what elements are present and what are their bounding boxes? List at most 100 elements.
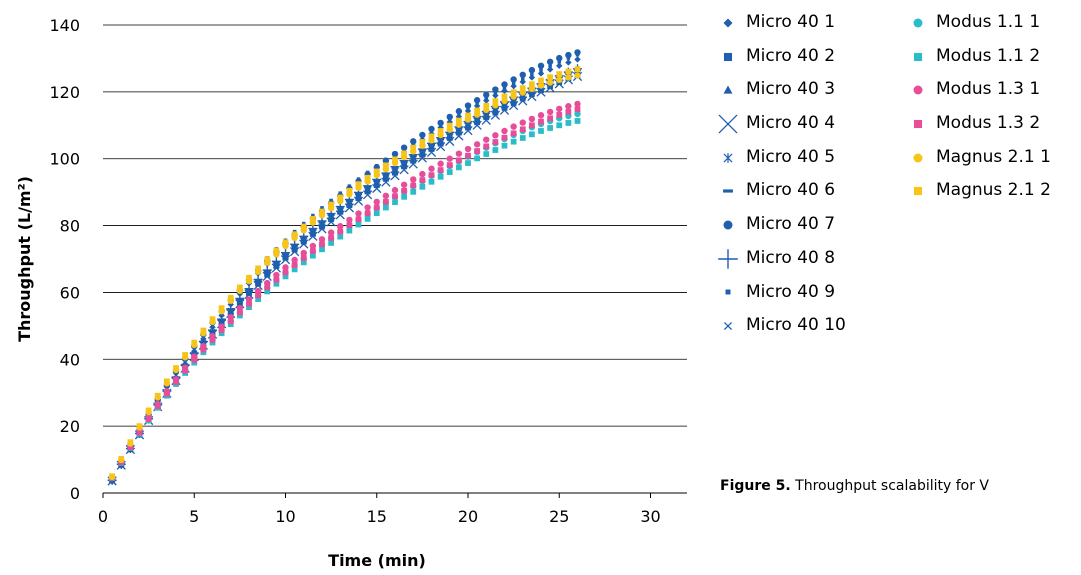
data-point [347,184,352,188]
throughput-chart: 0 20 40 60 80 100 120 140 0 5 10 15 20 25 30 Time (mi… [15,16,687,570]
data-point [373,210,380,217]
data-point [291,231,298,238]
data-point [574,56,581,63]
data-point [401,150,408,157]
data-point [455,164,462,171]
data-point [484,95,489,100]
data-point [446,162,453,168]
data-point [464,122,472,129]
data-point [319,246,325,253]
data-point [446,155,453,162]
data-point [539,68,543,72]
data-point [245,288,253,295]
data-point [356,177,361,181]
data-point [373,168,380,175]
legend-marker-icon [723,152,733,163]
legend-item-micro-40-2: Micro 40 2 [716,40,846,74]
data-point [565,59,572,66]
data-point [472,120,482,130]
data-point [218,305,225,312]
data-point [118,456,125,462]
data-point [528,122,535,129]
data-point [309,228,316,235]
data-point [437,173,444,180]
data-point [373,198,380,206]
data-point [364,186,371,193]
data-point [328,201,335,208]
data-point [382,174,389,181]
legend-marker-shape [913,52,923,61]
legend-marker-shape [913,119,923,128]
data-point [328,214,335,221]
legend-label: Micro 40 5 [746,146,836,167]
legend-marker-shape [723,220,733,230]
data-point [446,122,453,129]
legend-item-micro-40-1: Micro 40 1 [716,6,846,40]
legend-marker-icon [723,85,733,94]
data-point [547,74,554,81]
data-point [391,186,399,194]
data-point [574,72,581,79]
data-point [465,152,471,159]
data-point [547,125,554,131]
data-point [530,72,534,76]
legend-label: Micro 40 9 [746,281,836,302]
data-point [301,221,306,226]
legend-label: Modus 1.1 1 [936,12,1041,32]
legend-item-micro-40-7: Micro 40 7 [716,208,846,242]
data-point [410,182,417,189]
data-point [136,429,143,436]
data-point [528,115,536,123]
legend-item-modus-1-3-2: Modus 1.3 2 [906,107,1051,141]
data-point [410,188,417,195]
data-point [191,357,198,363]
data-point [319,208,325,215]
legend-item-modus-1-1-2: Modus 1.1 2 [906,40,1051,74]
data-point [282,264,289,271]
data-point [373,204,380,211]
data-point [127,444,134,451]
data-point [410,144,417,151]
legend-column-2: Modus 1.1 1 Modus 1.1 2 Modus 1.3 1 Modus 1… [906,6,1051,208]
legend-column-1: Micro 40 1 Micro 40 2 Micro 40 3 Micro 40 4… [716,6,846,343]
data-point [455,150,463,157]
data-point [428,178,435,185]
legend-item-magnus-2-1-2: Magnus 2.1 2 [906,174,1051,208]
y-tick-label: 60 [60,283,80,302]
data-point [428,172,435,178]
series-micro-40-2 [109,72,581,484]
legend-marker-icon [913,153,923,163]
data-point [483,103,490,109]
data-point [519,85,526,92]
data-point [309,248,316,254]
data-point [246,274,252,281]
data-point [419,170,426,178]
data-point [255,265,262,272]
data-point [200,346,207,353]
data-point [556,71,563,78]
legend-marker-icon [723,52,733,61]
data-point [519,119,526,126]
data-point [402,145,406,149]
data-point [548,64,552,68]
data-point [492,107,499,114]
data-point [492,98,499,105]
data-point [311,213,315,218]
data-point [510,98,517,105]
data-point [520,76,525,81]
data-points [107,49,583,486]
data-point [420,133,425,137]
data-point [466,105,470,110]
data-point [328,235,335,241]
data-point [437,138,444,146]
data-point [127,439,134,446]
data-point [384,157,388,162]
data-point [217,314,227,324]
y-tick-label: 120 [49,83,80,102]
data-point [428,133,435,140]
data-point [246,304,252,311]
data-point [300,259,307,266]
data-point [227,321,234,328]
legend-item-modus-1-1-1: Modus 1.1 1 [906,6,1051,40]
legend-item-micro-40-5: Micro 40 5 [716,141,846,175]
